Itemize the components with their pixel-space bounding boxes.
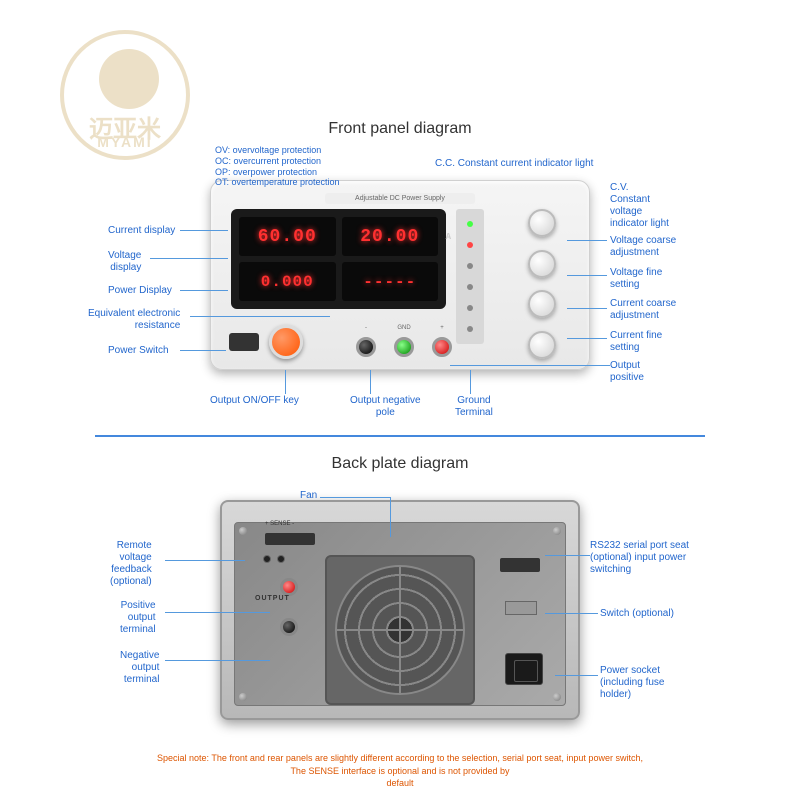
callout-pos-term: Positive output terminal [120, 600, 156, 636]
voltage-fine-knob[interactable] [528, 250, 556, 278]
callout-voltage-display: Voltage display [108, 250, 141, 274]
oc-indicator [467, 284, 473, 290]
front-title: Front panel diagram [0, 120, 800, 138]
back-panel: + SENSE - OUTPUT [220, 500, 580, 720]
sense-ports [263, 555, 285, 563]
back-negative-terminal[interactable] [280, 618, 298, 636]
brand-logo: 迈亚米 MYAMI [60, 30, 190, 160]
ac-power-socket[interactable] [505, 653, 543, 685]
callout-v-fine: Voltage fine setting [610, 267, 662, 291]
front-panel: Adjustable DC Power Supply 60.00V 20.00A… [210, 180, 590, 370]
cv-indicator [467, 221, 473, 227]
callout-eq-res: Equivalent electronic resistance [88, 308, 180, 332]
callout-remote-sense: Remote voltage feedback (optional) [110, 540, 152, 588]
optional-switch[interactable] [505, 601, 537, 615]
cc-indicator [467, 242, 473, 248]
callout-c-fine: Current fine setting [610, 330, 662, 354]
output-label: OUTPUT [255, 595, 290, 602]
output-onoff-button[interactable] [269, 325, 303, 359]
callout-v-coarse: Voltage coarse adjustment [610, 235, 676, 259]
sense-header: + SENSE - [265, 521, 294, 527]
current-display: 20.00A [342, 217, 439, 256]
output-negative-terminal[interactable] [356, 337, 376, 357]
callout-switch: Switch (optional) [600, 608, 674, 620]
callout-fan: Fan [300, 490, 317, 502]
ot-indicator [467, 326, 473, 332]
section-divider [95, 435, 705, 437]
knob-column [514, 209, 569, 359]
callout-ground: Ground Terminal [455, 395, 493, 419]
back-power-switch[interactable] [265, 533, 315, 545]
sense-pos[interactable] [263, 555, 271, 563]
protection-legend: OV: overvoltage protection OC: overcurre… [215, 145, 375, 188]
footnote-line1: Special note: The front and rear panels … [0, 752, 800, 765]
callout-c-coarse: Current coarse adjustment [610, 298, 676, 322]
voltage-coarse-knob[interactable] [528, 209, 556, 237]
back-title: Back plate diagram [0, 455, 800, 473]
rs232-port[interactable] [500, 558, 540, 572]
callout-socket: Power socket (including fuse holder) [600, 665, 664, 701]
power-switch[interactable] [229, 333, 259, 351]
callout-serial: RS232 serial port seat (optional) input … [590, 540, 689, 576]
callout-out-neg: Output negative pole [350, 395, 421, 419]
current-fine-knob[interactable] [528, 331, 556, 359]
callout-output-onoff: Output ON/OFF key [210, 395, 299, 407]
callout-power-display: Power Display [108, 285, 172, 297]
ground-terminal[interactable] [394, 337, 414, 357]
voltage-display: 60.00V [239, 217, 336, 256]
device-label: Adjustable DC Power Supply [325, 193, 475, 204]
callout-out-pos: Output positive [610, 360, 644, 384]
current-coarse-knob[interactable] [528, 290, 556, 318]
aux-display: ----- [342, 262, 439, 301]
callout-neg-term: Negative output terminal [120, 650, 159, 686]
display-panel: 60.00V 20.00A 0.000W ----- [231, 209, 446, 309]
back-positive-terminal[interactable] [280, 578, 298, 596]
output-positive-terminal[interactable] [432, 337, 452, 357]
callout-cv-light: C.V. Constant voltage indicator light [610, 182, 669, 230]
callout-power-sw: Power Switch [108, 345, 169, 357]
callout-cc-light: C.C. Constant current indicator light [435, 158, 593, 170]
callout-current-display: Current display [108, 225, 175, 237]
footnote-line2: The SENSE interface is optional and is n… [0, 765, 800, 790]
ov-indicator [467, 263, 473, 269]
fan [325, 555, 475, 705]
sense-neg[interactable] [277, 555, 285, 563]
front-terminals: - GND + [356, 337, 452, 357]
footnote: Special note: The front and rear panels … [0, 752, 800, 790]
power-display: 0.000W [239, 262, 336, 301]
indicator-strip [456, 209, 484, 344]
op-indicator [467, 305, 473, 311]
